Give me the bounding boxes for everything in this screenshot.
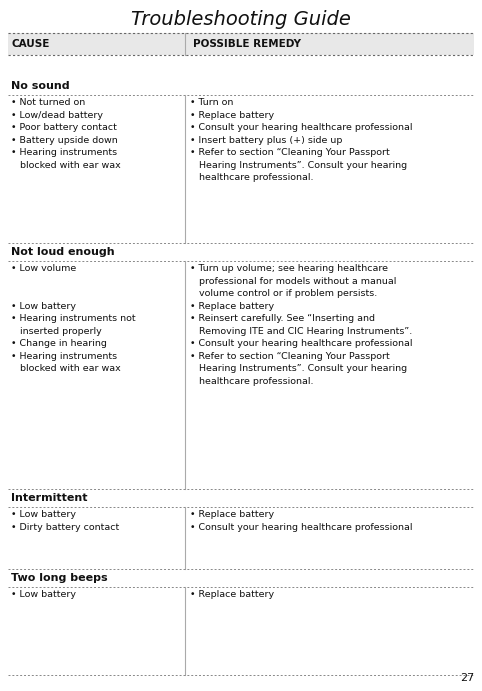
Text: Two long beeps: Two long beeps (11, 573, 107, 583)
Text: • Low battery
• Dirty battery contact: • Low battery • Dirty battery contact (11, 510, 119, 531)
Bar (8, 33, 474, 55)
Text: Intermittent: Intermittent (11, 493, 88, 503)
Text: No sound: No sound (11, 81, 69, 91)
Text: • Low battery: • Low battery (11, 590, 76, 599)
Text: CAUSE: CAUSE (11, 39, 49, 49)
Text: • Turn on
• Replace battery
• Consult your hearing healthcare professional
• Ins: • Turn on • Replace battery • Consult yo… (190, 98, 413, 182)
Text: • Turn up volume; see hearing healthcare
   professional for models without a ma: • Turn up volume; see hearing healthcare… (190, 264, 413, 386)
Text: • Low volume


• Low battery
• Hearing instruments not
   inserted properly
• Ch: • Low volume • Low battery • Hearing ins… (11, 264, 135, 373)
Text: Not loud enough: Not loud enough (11, 247, 115, 257)
Text: • Not turned on
• Low/dead battery
• Poor battery contact
• Battery upside down
: • Not turned on • Low/dead battery • Poo… (11, 98, 121, 169)
Text: Troubleshooting Guide: Troubleshooting Guide (131, 10, 351, 28)
Text: • Replace battery: • Replace battery (190, 590, 274, 599)
Text: 27: 27 (460, 673, 474, 683)
Text: • Replace battery
• Consult your hearing healthcare professional: • Replace battery • Consult your hearing… (190, 510, 413, 531)
Text: POSSIBLE REMEDY: POSSIBLE REMEDY (193, 39, 301, 49)
